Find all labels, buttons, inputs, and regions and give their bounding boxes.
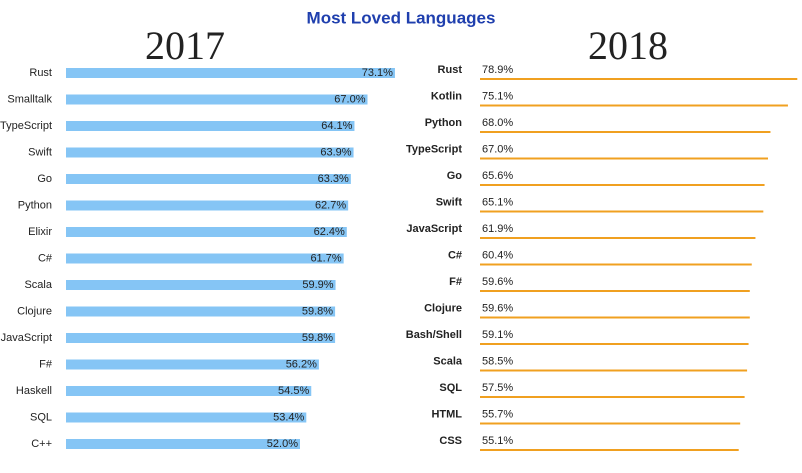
category-label: Clojure: [17, 305, 52, 317]
value-label: 59.8%: [302, 332, 333, 344]
category-label: TypeScript: [406, 143, 462, 155]
value-label: 64.1%: [321, 120, 352, 132]
bar: [66, 174, 351, 184]
category-label: Rust: [29, 67, 52, 79]
category-label: Swift: [436, 196, 463, 208]
category-label: Scala: [24, 279, 52, 291]
bar: [66, 121, 355, 131]
category-label: TypeScript: [0, 120, 52, 132]
bar: [66, 333, 336, 343]
bar: [66, 439, 300, 449]
category-label: F#: [39, 358, 53, 370]
category-label: Clojure: [424, 302, 462, 314]
category-label: F#: [449, 276, 462, 288]
value-label: 59.8%: [302, 305, 333, 317]
value-label: 61.9%: [482, 223, 513, 235]
value-label: 63.3%: [318, 173, 349, 185]
category-label: Kotlin: [431, 90, 462, 102]
bar: [66, 68, 395, 78]
bar: [66, 94, 368, 105]
value-label: 62.4%: [314, 226, 345, 238]
value-label: 63.9%: [320, 146, 351, 158]
bar: [66, 386, 312, 396]
value-label: 56.2%: [286, 358, 317, 370]
category-label: Elixir: [28, 226, 52, 238]
value-label: 55.1%: [482, 435, 513, 447]
value-label: 52.0%: [267, 438, 298, 450]
value-label: 65.6%: [482, 170, 513, 182]
category-label: Smalltalk: [7, 93, 52, 105]
category-label: Rust: [438, 64, 463, 76]
category-label: C++: [31, 438, 52, 450]
bar: [66, 200, 349, 211]
chart-title: Most Loved Languages: [307, 8, 496, 27]
value-label: 67.0%: [482, 143, 513, 155]
category-label: C#: [448, 249, 462, 261]
category-label: SQL: [439, 382, 462, 394]
category-label: Swift: [28, 146, 52, 158]
category-label: JavaScript: [1, 332, 52, 344]
bar: [66, 412, 307, 423]
value-label: 67.0%: [334, 93, 365, 105]
value-label: 62.7%: [315, 199, 346, 211]
value-label: 75.1%: [482, 90, 513, 102]
panel-title: 2018: [588, 23, 668, 68]
value-label: 65.1%: [482, 196, 513, 208]
bar: [66, 359, 319, 370]
category-label: Go: [447, 170, 463, 182]
value-label: 61.7%: [310, 252, 341, 264]
category-label: Haskell: [16, 385, 52, 397]
value-label: 59.1%: [482, 329, 513, 341]
category-label: C#: [38, 252, 53, 264]
bar: [66, 227, 347, 237]
value-label: 55.7%: [482, 408, 513, 420]
category-label: Python: [18, 199, 52, 211]
category-label: JavaScript: [406, 223, 462, 235]
value-label: 68.0%: [482, 117, 513, 129]
panel-title: 2017: [145, 23, 225, 68]
value-label: 73.1%: [362, 67, 393, 79]
category-label: HTML: [431, 408, 462, 420]
category-label: Python: [425, 117, 463, 129]
category-label: CSS: [439, 435, 462, 447]
value-label: 59.6%: [482, 276, 513, 288]
bar: [66, 147, 354, 158]
value-label: 57.5%: [482, 382, 513, 394]
value-label: 60.4%: [482, 249, 513, 261]
category-label: Go: [37, 173, 52, 185]
category-label: SQL: [30, 411, 52, 423]
value-label: 59.9%: [302, 279, 333, 291]
value-label: 78.9%: [482, 64, 513, 76]
category-label: Scala: [433, 355, 463, 367]
bar: [66, 280, 336, 290]
value-label: 54.5%: [278, 385, 309, 397]
value-label: 58.5%: [482, 355, 513, 367]
bar: [66, 253, 344, 264]
category-label: Bash/Shell: [406, 329, 462, 341]
value-label: 53.4%: [273, 411, 304, 423]
value-label: 59.6%: [482, 302, 513, 314]
bar: [66, 306, 336, 317]
